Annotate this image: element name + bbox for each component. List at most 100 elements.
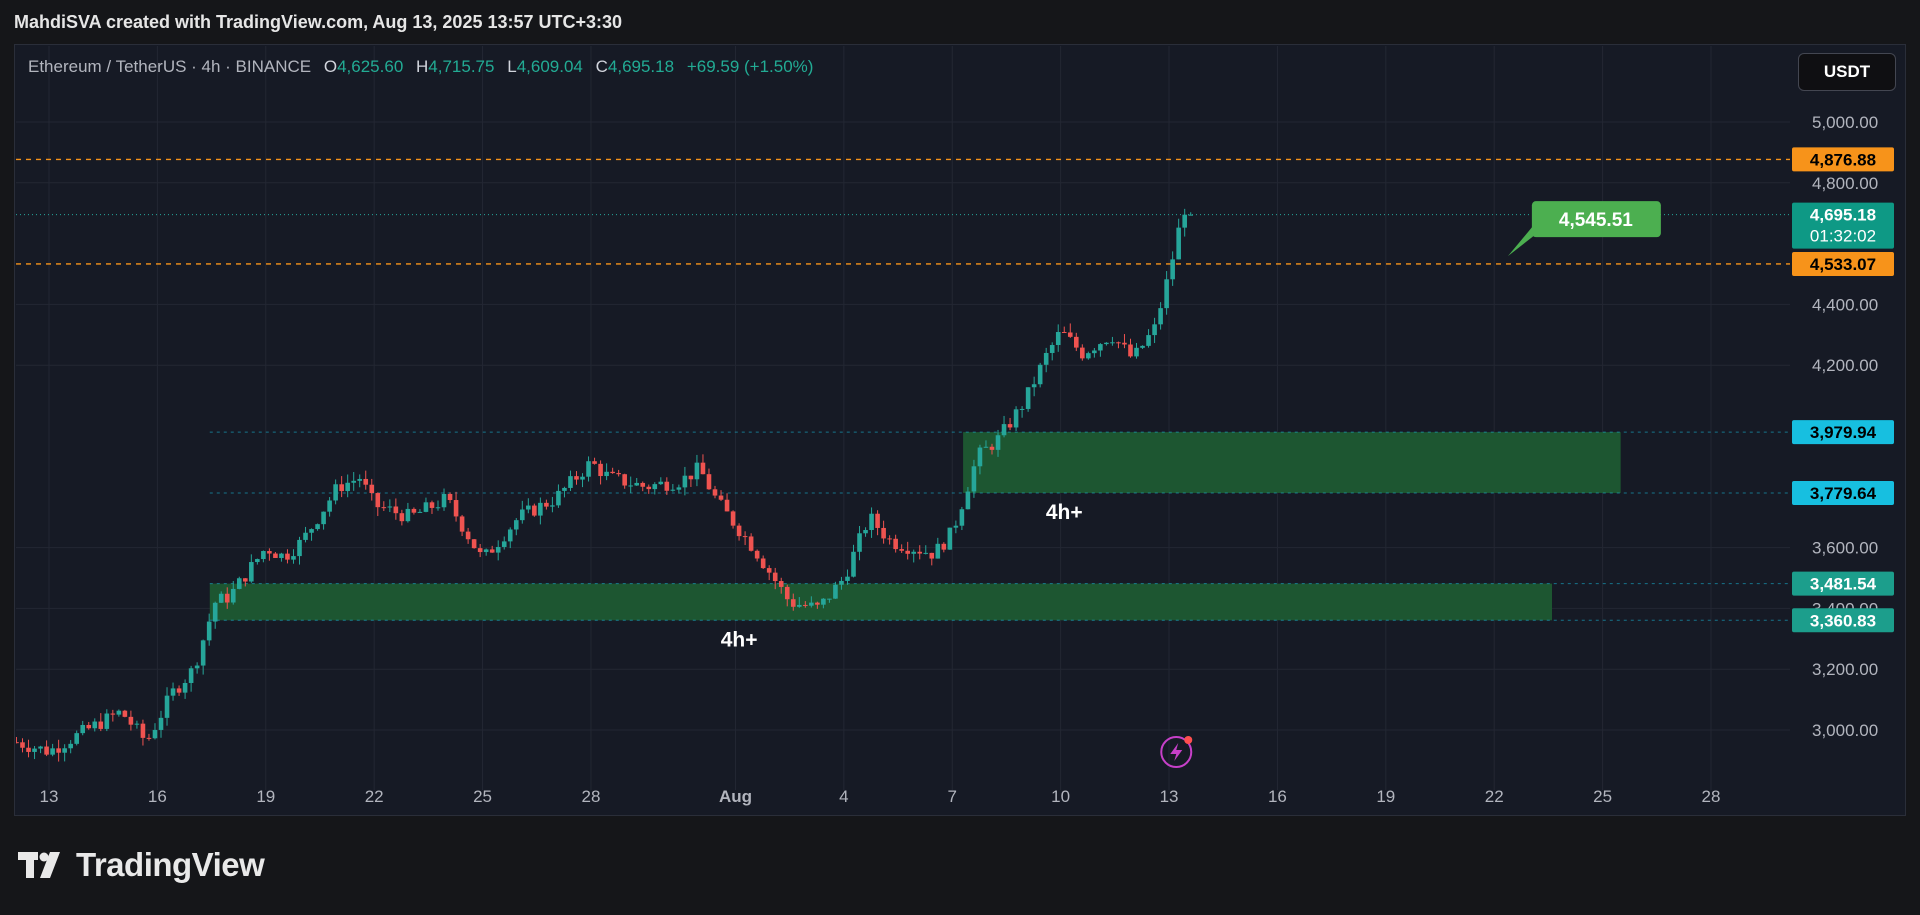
candle-body — [230, 588, 236, 603]
candle-body — [658, 481, 664, 485]
candle-body — [345, 482, 350, 492]
level-price-tag-text: 4,533.07 — [1810, 255, 1876, 274]
candle-body — [550, 505, 555, 507]
candle-body — [772, 572, 778, 582]
x-axis-tick-label: 25 — [473, 787, 492, 806]
y-axis-tick-label: 4,400.00 — [1812, 295, 1878, 314]
candle-body — [616, 473, 621, 475]
zone-price-tag-bg — [1792, 608, 1894, 633]
candle-body — [1007, 424, 1013, 428]
candle-body — [875, 513, 880, 528]
zone-price-tag-bg — [1792, 420, 1894, 445]
candle-body — [261, 551, 266, 560]
candle-body — [417, 511, 423, 513]
candle-body — [634, 482, 640, 486]
candle-body — [170, 688, 176, 696]
candle-body — [333, 484, 338, 501]
demand-zone-1[interactable] — [209, 583, 1553, 621]
candle-body — [989, 446, 995, 450]
candle-body — [74, 733, 79, 744]
candle-body — [140, 723, 146, 738]
candle-body — [538, 502, 543, 516]
close-value: 4,695.18 — [607, 57, 675, 76]
candle-body — [718, 495, 724, 500]
candle-body — [236, 578, 242, 589]
level-price-tag-text: 4,876.88 — [1810, 150, 1876, 169]
candle-body — [128, 716, 134, 725]
candle-body — [803, 604, 808, 606]
candle-body — [381, 507, 387, 509]
price-callout-box[interactable] — [1531, 201, 1661, 238]
candle-body — [1025, 387, 1031, 409]
candle-body — [809, 602, 814, 606]
candle-body — [923, 552, 929, 554]
candle-body — [881, 527, 886, 539]
lightning-icon[interactable] — [1160, 736, 1193, 768]
candle-body — [435, 507, 441, 509]
candle-body — [899, 549, 904, 551]
currency-unit-button[interactable]: USDT — [1798, 53, 1896, 91]
candle-body — [1013, 409, 1019, 428]
candle-body — [911, 551, 917, 554]
candle-body — [218, 593, 224, 603]
demand-zone-2[interactable] — [963, 432, 1621, 493]
candle-body — [86, 724, 92, 729]
candle-body — [134, 723, 140, 725]
candle-body — [483, 549, 489, 553]
candle-body — [676, 487, 682, 490]
candle-body — [857, 533, 862, 552]
candle-body — [1019, 408, 1025, 410]
candle-body — [929, 552, 935, 559]
x-axis-tick-label: 19 — [1376, 787, 1395, 806]
tradingview-wordmark: TradingView — [76, 846, 265, 883]
candle-body — [935, 543, 941, 559]
chart-frame — [14, 44, 1906, 816]
zone-label-2: 4h+ — [1046, 501, 1083, 524]
candle-body — [164, 695, 170, 718]
candle-body — [520, 509, 525, 521]
candle-body — [568, 476, 573, 488]
candle-body — [465, 531, 471, 540]
low-value: 4,609.04 — [516, 57, 583, 76]
price-callout-text: 4,545.51 — [1559, 210, 1633, 231]
candle-body — [971, 466, 977, 492]
x-axis-tick-label: 10 — [1051, 787, 1070, 806]
candle-body — [1080, 347, 1085, 359]
candle-body — [748, 536, 754, 551]
zone-label-1: 4h+ — [721, 628, 758, 651]
candle-body — [610, 471, 615, 474]
candle-body — [1067, 332, 1073, 337]
candle-body — [736, 525, 742, 537]
candle-body — [1146, 335, 1151, 346]
candle-body — [959, 509, 965, 526]
candle-body — [827, 598, 832, 600]
candle-body — [917, 551, 923, 554]
zone-price-tag-text: 3,481.54 — [1810, 575, 1877, 594]
candle-body — [664, 481, 670, 491]
candle-body — [760, 558, 766, 569]
last-price-tag-text: 4,695.18 — [1810, 206, 1876, 225]
candle-body — [977, 447, 983, 467]
candle-body — [50, 748, 55, 755]
attribution-text: MahdiSVA created with TradingView.com, A… — [14, 12, 623, 32]
candle-body — [1001, 424, 1007, 436]
symbol-info: Ethereum / TetherUS · 4h · BINANCE — [28, 57, 312, 76]
candle-body — [68, 743, 73, 749]
candle-body — [1176, 227, 1181, 260]
candle-body — [387, 506, 393, 508]
symbol-legend: Ethereum / TetherUS · 4h · BINANCE O4,62… — [28, 57, 813, 77]
candle-body — [1092, 350, 1097, 354]
candle-body — [947, 527, 953, 550]
candle-body — [730, 511, 736, 526]
zone-price-tag-text: 3,779.64 — [1810, 484, 1877, 503]
candle-body — [815, 602, 820, 605]
last-price-tag-countdown: 01:32:02 — [1810, 227, 1876, 246]
candle-body — [1182, 214, 1187, 228]
candle-body — [357, 478, 363, 481]
high-value: 4,715.75 — [428, 57, 495, 76]
candle-body — [604, 471, 609, 477]
candle-body — [279, 553, 284, 558]
candle-body — [646, 486, 652, 490]
candle-body — [44, 746, 49, 755]
